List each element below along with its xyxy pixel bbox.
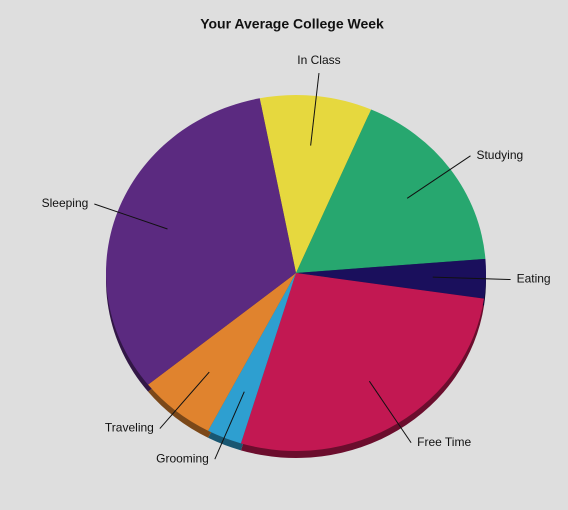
- slice: [208, 273, 296, 444]
- chart-title: Your Average College Week: [200, 16, 384, 32]
- leader-line: [368, 380, 412, 444]
- slice: [105, 98, 296, 385]
- slice-label: Free Time: [417, 435, 471, 449]
- leader-line: [310, 72, 320, 146]
- slice: [296, 109, 486, 273]
- slice: [259, 95, 372, 273]
- slice: [296, 258, 486, 299]
- slice-label: Eating: [517, 272, 551, 286]
- slice-label: Sleeping: [42, 196, 89, 210]
- leader-line: [214, 391, 245, 460]
- slice: [148, 273, 296, 431]
- leader-line: [159, 371, 210, 429]
- slice-label: Studying: [476, 148, 523, 162]
- leader-line: [432, 276, 511, 281]
- leader-line: [406, 155, 471, 199]
- slice-label: Grooming: [156, 451, 209, 465]
- slice-label: In Class: [297, 53, 340, 67]
- leader-line: [94, 203, 168, 230]
- slice: [240, 273, 485, 451]
- slice-label: Traveling: [105, 421, 154, 435]
